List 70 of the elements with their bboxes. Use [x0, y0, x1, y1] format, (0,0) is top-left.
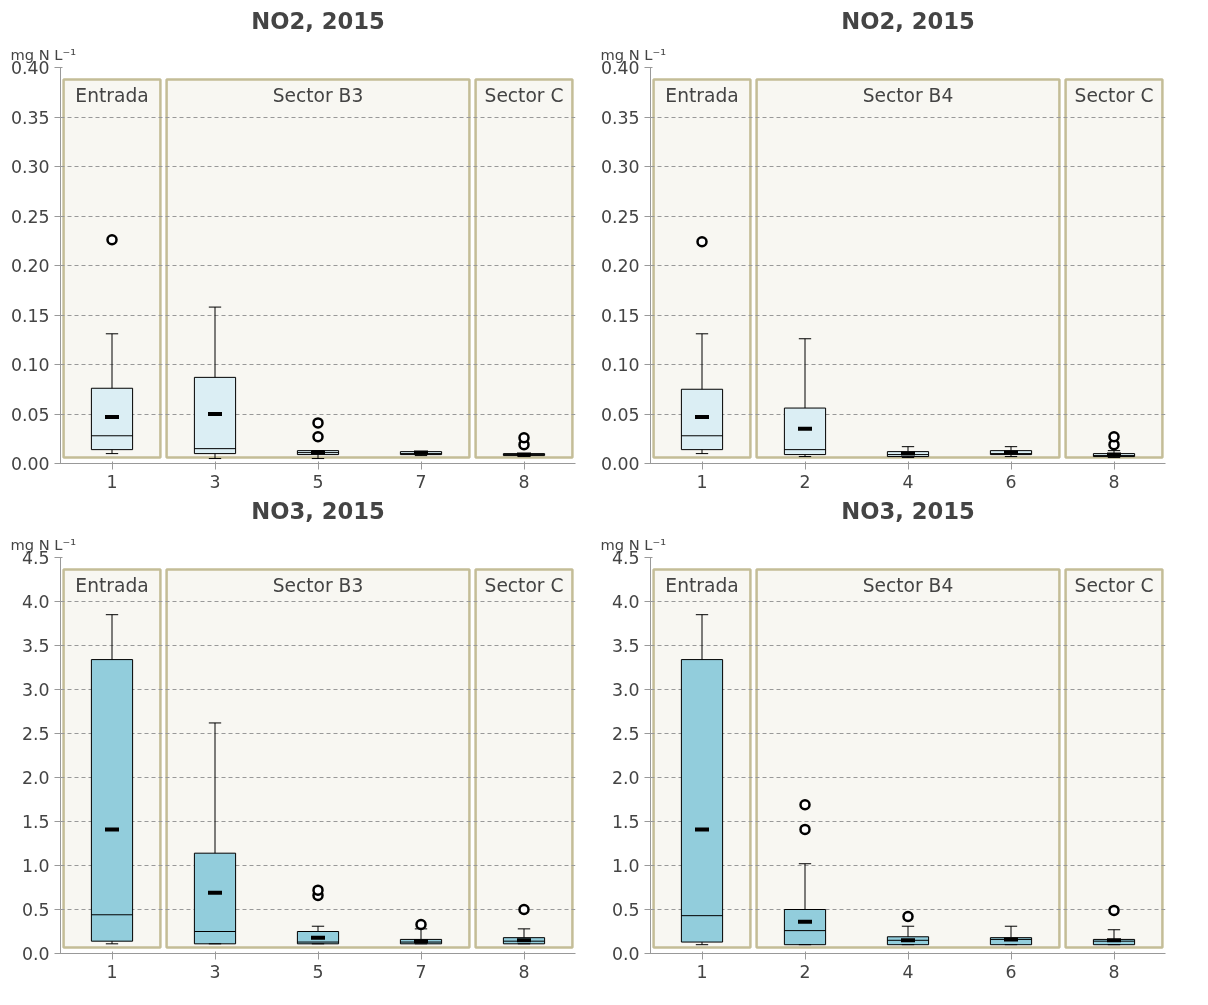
x-tick-label: 2: [799, 961, 811, 982]
x-tick-label: 4: [902, 471, 914, 492]
y-tick-label: 3.0: [21, 680, 50, 700]
band-label: Sector B4: [862, 85, 954, 107]
x-tick-label: 1: [106, 471, 118, 492]
y-tick-label: 2.5: [21, 724, 50, 744]
y-tick-label: 0.05: [10, 404, 50, 425]
y-tick-label: 0.35: [600, 107, 640, 128]
x-tick-label: 2: [799, 471, 811, 492]
band-label: Entrada: [665, 85, 739, 107]
y-tick-label: 2.0: [611, 768, 640, 788]
chart-title: NO2, 2015: [251, 7, 385, 34]
y-tick-label: 3.5: [21, 636, 50, 656]
y-tick-label: 0.0: [21, 944, 50, 964]
y-tick-label: 0.20: [10, 256, 50, 276]
y-tick-label: 0.25: [600, 206, 640, 227]
x-tick-label: 5: [312, 471, 324, 492]
x-tick-label: 1: [696, 471, 708, 492]
y-tick-label: 2.0: [21, 768, 50, 788]
y-tick-label: 0.10: [600, 355, 640, 375]
y-tick-label: 0.25: [10, 206, 50, 227]
y-tick-label: 1.5: [21, 812, 50, 832]
band-label: Entrada: [75, 85, 149, 107]
y-tick-label: 0.05: [600, 404, 640, 425]
y-tick-label: 3.5: [611, 636, 640, 656]
x-tick-label: 4: [902, 961, 914, 982]
x-tick-label: 6: [1005, 961, 1017, 982]
y-tick-label: 1.0: [611, 856, 640, 876]
y-tick-label: 0.15: [600, 305, 640, 326]
x-tick-label: 8: [518, 961, 530, 982]
y-tick-label: 0.5: [21, 900, 50, 920]
x-tick-label: 1: [696, 961, 708, 982]
y-tick-label: 1.0: [21, 856, 50, 876]
y-tick-label: 1.5: [611, 812, 640, 832]
y-tick-label: 0.0: [611, 944, 640, 964]
chart-title: NO2, 2015: [841, 7, 975, 34]
y-tick-label: 0.15: [10, 305, 50, 326]
x-tick-label: 3: [209, 961, 221, 982]
y-tick-label: 0.20: [600, 256, 640, 276]
band-label: Sector C: [1074, 575, 1154, 597]
y-tick-label: 0.00: [10, 454, 50, 474]
band-label: Sector C: [484, 575, 564, 597]
band-label: Sector C: [484, 85, 564, 107]
y-tick-label: 0.30: [600, 157, 640, 177]
y-tick-label: 0.30: [10, 157, 50, 177]
y-tick-label: 4.0: [611, 592, 640, 612]
y-tick-label: 4.0: [21, 592, 50, 612]
y-tick-label: 0.00: [600, 454, 640, 474]
x-tick-label: 8: [1108, 961, 1120, 982]
y-tick-label: 2.5: [611, 724, 640, 744]
chart-title: NO3, 2015: [841, 497, 975, 524]
band-label: Sector B3: [272, 85, 364, 107]
x-tick-label: 6: [1005, 471, 1017, 492]
x-tick-label: 3: [209, 471, 221, 492]
band-label: Sector C: [1074, 85, 1154, 107]
y-tick-label: 0.10: [10, 355, 50, 375]
chart-title: NO3, 2015: [251, 497, 385, 524]
y-tick-label: 0.35: [10, 107, 50, 128]
y-tick-label: 3.0: [611, 680, 640, 700]
band-label: Entrada: [665, 575, 739, 597]
band-label: Sector B4: [862, 575, 954, 597]
x-tick-label: 8: [518, 471, 530, 492]
x-tick-label: 8: [1108, 471, 1120, 492]
band-label: Entrada: [75, 575, 149, 597]
x-tick-label: 5: [312, 961, 324, 982]
x-tick-label: 1: [106, 961, 118, 982]
band-label: Sector B3: [272, 575, 364, 597]
x-tick-label: 7: [415, 961, 427, 982]
x-tick-label: 7: [415, 471, 427, 492]
y-tick-label: 0.5: [611, 900, 640, 920]
